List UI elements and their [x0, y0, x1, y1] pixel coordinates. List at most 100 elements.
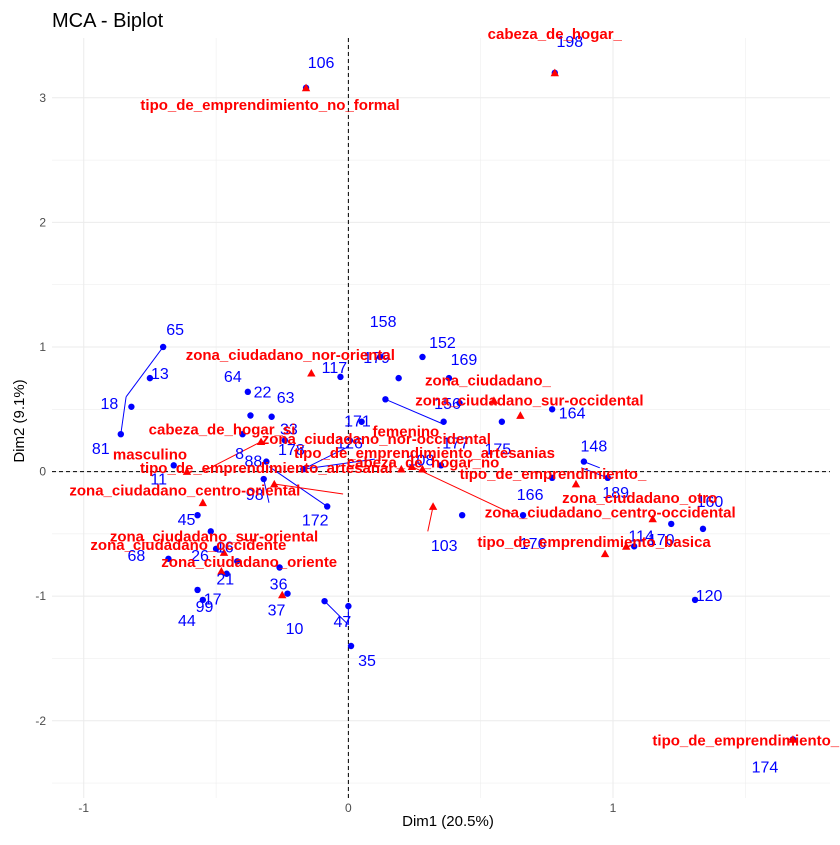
individual-label: 68	[128, 548, 146, 565]
point-labels: 106 198 65 13 18 81 158 152 117 179 169 171 156 126 17…	[69, 26, 840, 777]
y-tick-label: 2	[39, 215, 46, 229]
variable-point	[600, 549, 610, 558]
individual-point	[580, 458, 588, 465]
variable-point	[217, 567, 226, 575]
variable-label: zona_ciudadano_nor-oriental	[186, 347, 395, 364]
variable-label: tipo_de_emprendimiento_	[460, 466, 647, 483]
individual-label: 156	[434, 396, 461, 413]
individual-point	[458, 511, 466, 519]
individual-label: 98	[246, 487, 264, 504]
individual-label: 174	[752, 759, 779, 776]
individual-leader-line	[324, 600, 349, 626]
individual-point	[321, 597, 328, 605]
variable-label: tipo_de_emprendimiento_no_formal	[140, 97, 399, 114]
individual-point	[199, 596, 207, 604]
individual-label: 189	[602, 485, 629, 502]
variable-point	[256, 437, 266, 446]
individual-label: 13	[151, 366, 169, 383]
y-tick-label: 3	[39, 91, 46, 105]
chart-title: MCA - Biplot	[52, 10, 164, 32]
variable-label: femenino	[373, 424, 440, 441]
variable-leader-line	[274, 483, 344, 495]
individual-point	[691, 596, 699, 604]
variable-point	[407, 462, 417, 470]
individual-point	[268, 413, 275, 420]
individual-point	[324, 503, 331, 510]
individual-point	[276, 564, 283, 571]
y-axis-title: Dim2 (9.1%)	[11, 379, 28, 462]
variable-label: zona_ciudadano_sur-occidental	[415, 393, 643, 410]
variable-point	[198, 498, 208, 507]
individual-label: 164	[559, 405, 586, 422]
variable-label: zona_ciudadano_otro	[562, 490, 717, 507]
individual-point	[382, 396, 389, 403]
individual-point	[456, 399, 463, 407]
individual-label: 176	[520, 536, 547, 553]
variable-label: cabeza_de_hogar_	[488, 26, 623, 43]
variable-label: zona_ciudadano_sur-oriental	[110, 529, 318, 546]
variable-label: zona_ciudadano_nor-occidental	[262, 431, 491, 448]
variable-point	[418, 464, 427, 473]
variable-label: zona_ciudadano_centro-oriental	[69, 483, 300, 500]
individual-label: 35	[358, 653, 376, 670]
reference-lines	[52, 38, 830, 798]
x-axis-title: Dim1 (20.5%)	[402, 813, 494, 830]
individual-label: 178	[278, 442, 305, 459]
individual-label: 120	[696, 588, 723, 605]
variable-label: tipo_de_emprendimiento_artesanal	[140, 460, 393, 477]
individual-leader-line	[385, 398, 444, 425]
individual-label: 17	[204, 592, 222, 609]
individual-point	[337, 373, 344, 381]
individual-label: 81	[92, 441, 110, 458]
variable-point	[516, 411, 525, 419]
variable-label: cabeza_de_hogar_no	[347, 454, 500, 471]
individual-label: 11	[150, 471, 167, 488]
individual-label: 169	[451, 352, 478, 369]
individual-point	[300, 465, 307, 473]
variable-label: tipo_de_emprendimiento_artesanias	[294, 445, 555, 462]
individual-point	[284, 590, 291, 597]
individual-label: 106	[308, 55, 335, 72]
variable-label: tipo_de_emprendimiento_basica	[477, 534, 711, 551]
individual-label: 126	[336, 436, 363, 453]
individual-point	[437, 462, 445, 469]
individual-label: 179	[363, 350, 390, 367]
individual-leader-line	[268, 466, 328, 507]
individual-point	[223, 570, 230, 577]
variable-point	[270, 479, 279, 488]
individual-point	[146, 374, 154, 382]
grid-lines	[52, 38, 830, 798]
variable-label: zona_ciudadano_	[425, 373, 552, 390]
individual-label: 45	[178, 512, 196, 529]
individual-point	[440, 418, 447, 425]
variable-point	[428, 502, 438, 510]
variable-point	[278, 590, 287, 599]
individual-label: 18	[100, 396, 118, 413]
individual-label: 37	[268, 603, 286, 620]
individual-point	[281, 437, 289, 444]
individual-label: 44	[178, 613, 196, 630]
individual-label: 177	[442, 436, 469, 453]
individual-point	[194, 586, 201, 594]
individual-label: 21	[216, 571, 234, 588]
variable-point	[571, 479, 581, 488]
individual-label: 175	[485, 442, 512, 459]
individual-point	[395, 374, 402, 382]
individual-label: 63	[277, 390, 295, 407]
variable-label: zona_ciudadano_centro-occidental	[485, 504, 736, 521]
individual-point	[347, 642, 355, 650]
individual-point	[498, 418, 506, 425]
individual-label: 158	[370, 314, 397, 331]
individual-point	[376, 353, 384, 361]
individual-point	[548, 406, 556, 413]
individual-leader-line	[581, 467, 608, 479]
variable-point	[622, 542, 631, 550]
individual-point	[668, 520, 675, 528]
individual-point	[445, 374, 453, 382]
individual-leader-line	[125, 346, 164, 398]
individual-label: 148	[581, 439, 608, 456]
individual-point	[244, 388, 252, 396]
individual-point	[630, 543, 638, 550]
